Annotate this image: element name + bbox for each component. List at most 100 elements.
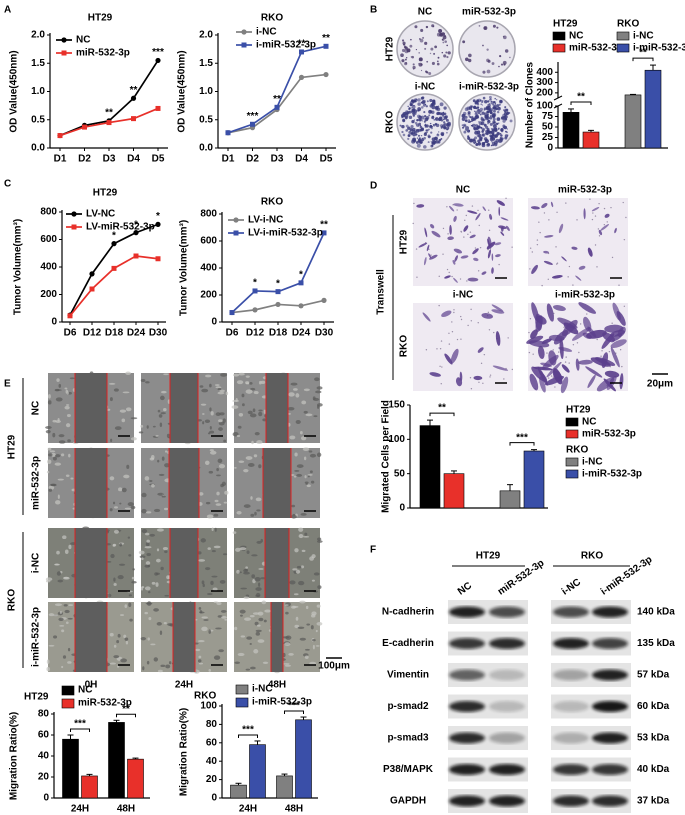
colony bbox=[462, 40, 466, 44]
cell bbox=[144, 611, 148, 615]
colony bbox=[492, 106, 496, 110]
colony bbox=[474, 136, 478, 140]
colony bbox=[413, 101, 415, 103]
marker bbox=[111, 265, 117, 271]
colony bbox=[494, 97, 496, 100]
band bbox=[553, 638, 589, 649]
legend-label: miR-532-3p bbox=[76, 48, 130, 59]
colony bbox=[461, 124, 464, 127]
colony bbox=[468, 106, 473, 110]
cell bbox=[161, 495, 166, 498]
colony bbox=[412, 114, 416, 117]
colony bbox=[507, 134, 509, 136]
pore bbox=[594, 244, 597, 246]
protein-label: Vimentin bbox=[387, 670, 429, 681]
colony bbox=[407, 137, 410, 141]
pore bbox=[446, 268, 449, 271]
cell bbox=[199, 610, 203, 614]
colony bbox=[471, 117, 475, 122]
cell bbox=[299, 430, 303, 435]
y-tick-label: 800 bbox=[40, 207, 57, 218]
colony bbox=[402, 119, 406, 123]
cell bbox=[131, 580, 137, 584]
cell bbox=[63, 576, 69, 579]
y-tick-label: 20 bbox=[206, 774, 218, 785]
marker bbox=[321, 297, 327, 303]
colony bbox=[407, 105, 409, 108]
colony bbox=[426, 71, 429, 74]
colony bbox=[482, 70, 486, 74]
cell bbox=[225, 391, 229, 396]
colony bbox=[477, 111, 481, 115]
cell bbox=[578, 302, 597, 314]
cell bbox=[124, 637, 129, 641]
cell bbox=[315, 629, 318, 633]
colony bbox=[464, 57, 469, 62]
row-label: HT29 bbox=[399, 229, 410, 254]
cell bbox=[294, 548, 299, 553]
colony bbox=[468, 53, 472, 58]
cell bbox=[298, 580, 305, 586]
cell bbox=[163, 408, 167, 412]
pore bbox=[591, 218, 594, 221]
pore bbox=[511, 246, 513, 248]
cell bbox=[255, 497, 262, 502]
y-tick-label: 0 bbox=[399, 503, 405, 514]
colony bbox=[495, 98, 498, 101]
cell bbox=[473, 375, 483, 381]
cell bbox=[206, 514, 214, 519]
colony bbox=[428, 72, 432, 75]
legend-swatch bbox=[552, 31, 566, 41]
cell bbox=[594, 357, 616, 366]
colony bbox=[431, 144, 434, 147]
cell bbox=[245, 456, 253, 460]
colony bbox=[441, 51, 444, 54]
marker bbox=[225, 130, 231, 136]
significance: *** bbox=[247, 111, 259, 122]
pore bbox=[556, 211, 558, 213]
colony bbox=[481, 100, 484, 104]
bracket bbox=[509, 442, 535, 446]
cell bbox=[444, 353, 453, 365]
cell bbox=[202, 413, 205, 415]
colony bbox=[433, 119, 435, 121]
colony bbox=[407, 134, 411, 137]
cell bbox=[198, 606, 202, 610]
cell bbox=[218, 419, 223, 423]
cell bbox=[284, 604, 289, 606]
colony bbox=[410, 125, 414, 129]
colony bbox=[484, 99, 488, 104]
cell bbox=[64, 609, 70, 614]
wound-gap bbox=[75, 373, 107, 443]
colony bbox=[414, 25, 418, 29]
pore bbox=[487, 311, 490, 314]
cell bbox=[243, 571, 250, 575]
wound-gap bbox=[263, 448, 291, 518]
protein-label: N-cadherin bbox=[382, 607, 434, 618]
cell bbox=[298, 534, 304, 539]
legend-swatch bbox=[61, 685, 75, 696]
wound-gap bbox=[75, 528, 107, 598]
error-bar bbox=[588, 129, 594, 133]
marker bbox=[241, 29, 247, 35]
cell bbox=[258, 582, 261, 587]
cell bbox=[258, 464, 262, 469]
legend-label: miR-532-3p bbox=[582, 429, 636, 440]
column-label: miR-532-3p bbox=[462, 7, 516, 18]
error-bar bbox=[568, 108, 574, 113]
significance: *** bbox=[288, 701, 300, 712]
cell bbox=[616, 311, 626, 326]
cell bbox=[261, 600, 267, 605]
colony bbox=[405, 57, 408, 59]
x-tick-label: 48H bbox=[117, 804, 135, 815]
colony bbox=[475, 142, 479, 146]
cell bbox=[587, 374, 596, 389]
colony bbox=[489, 122, 493, 126]
band bbox=[489, 764, 525, 775]
pore bbox=[611, 322, 613, 324]
cell bbox=[68, 604, 74, 607]
cell bbox=[312, 396, 316, 400]
error-bar bbox=[630, 93, 636, 95]
pore bbox=[550, 375, 553, 377]
cell bbox=[109, 662, 117, 665]
